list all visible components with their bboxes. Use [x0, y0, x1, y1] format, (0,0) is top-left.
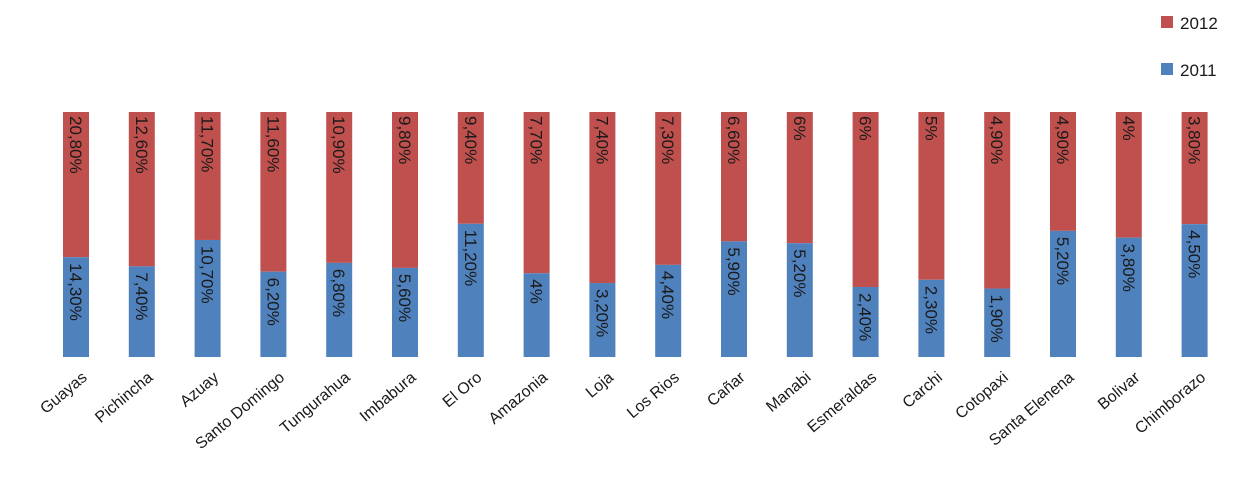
- bar-2012-cotopaxi: [984, 112, 1011, 289]
- data-label-2011-pichincha: 7,40%: [132, 272, 151, 320]
- legend-label-2011: 2011: [1180, 61, 1217, 80]
- bar-2011-guayas: [63, 257, 89, 357]
- bar-2012-carchi: [918, 112, 945, 280]
- data-label-2011-carchi: 2,30%: [921, 286, 940, 334]
- bar-2012-los-rios: [655, 112, 682, 265]
- data-label-2012-guayas: 20,80%: [66, 116, 85, 174]
- bar-2012-loja: [589, 112, 616, 284]
- data-label-2012-tungurahua: 10,90%: [329, 116, 348, 174]
- x-tick-label-los-rios: Los Rios: [624, 369, 683, 422]
- data-label-2011-esmeraldas: 2,40%: [856, 293, 875, 341]
- bars-layer: [63, 112, 1208, 357]
- bar-2011-loja: [589, 283, 616, 357]
- x-tick-label-loja: Loja: [583, 369, 617, 402]
- data-label-2011-manabi: 5,20%: [790, 249, 809, 297]
- legend-swatch-2012: [1161, 16, 1173, 28]
- bar-2011-pichincha: [128, 266, 155, 357]
- legend-label-2012: 2012: [1180, 14, 1218, 33]
- data-label-2011-amazonia: 4%: [527, 279, 546, 304]
- bar-labels-layer: 20,80% 14,30% 12,60% 7,40% 11,70% 10,70% 11,60…: [66, 116, 1204, 343]
- data-label-2011-tungurahua: 6,80%: [329, 269, 348, 317]
- x-tick-label-cotopaxi: Cotopaxi: [952, 369, 1011, 423]
- data-label-2012-canar: 6,60%: [724, 116, 743, 164]
- data-label-2011-los-rios: 4,40%: [658, 271, 677, 319]
- data-label-2012-bolivar: 4%: [1119, 116, 1138, 141]
- x-tick-label-manabi: Manabi: [763, 369, 814, 416]
- bar-2011-imbabura: [392, 267, 418, 357]
- x-tick-label-amazonia: Amazonia: [486, 369, 552, 428]
- x-tick-label-esmeraldas: Esmeraldas: [805, 369, 881, 436]
- x-tick-label-pichincha: Pichincha: [92, 369, 156, 427]
- x-tick-label-azuay: Azuay: [177, 369, 222, 411]
- bar-2012-guayas: [63, 112, 89, 258]
- data-label-2012-azuay: 11,70%: [198, 116, 217, 172]
- bar-2011-azuay: [194, 239, 221, 357]
- data-label-2012-carchi: 5%: [921, 116, 940, 141]
- data-label-2011-canar: 5,90%: [724, 247, 743, 295]
- data-label-2011-azuay: 10,70%: [198, 246, 217, 304]
- data-label-2012-manabi: 6%: [790, 116, 809, 141]
- bar-2012-el-oro: [457, 112, 484, 224]
- bar-2011-canar: [721, 241, 747, 357]
- bar-2012-pichincha: [128, 112, 155, 267]
- data-label-2011-santa-elenena: 5,20%: [1053, 237, 1072, 285]
- data-label-2011-el-oro: 11,20%: [461, 230, 480, 286]
- data-label-2011-loja: 3,20%: [592, 289, 611, 337]
- bar-2011-santa-elenena: [1050, 230, 1076, 357]
- x-tick-label-canar: Cañar: [704, 369, 749, 410]
- bar-2012-manabi: [786, 112, 813, 244]
- data-label-2012-el-oro: 9,40%: [461, 116, 480, 164]
- data-label-2012-amazonia: 7,70%: [527, 116, 546, 164]
- bar-2011-chimborazo: [1181, 224, 1208, 357]
- bar-2011-bolivar: [1115, 237, 1142, 357]
- data-label-2011-imbabura: 5,60%: [395, 274, 414, 322]
- bar-2012-bolivar: [1115, 112, 1142, 238]
- data-label-2012-santa-elenena: 4,90%: [1053, 116, 1072, 164]
- legend: 2012 2011: [1161, 14, 1218, 80]
- data-label-2011-santo-domingo: 6,20%: [263, 278, 282, 326]
- bar-2012-azuay: [194, 112, 221, 240]
- bar-2011-cotopaxi: [984, 288, 1011, 357]
- data-label-2012-imbabura: 9,80%: [395, 116, 414, 164]
- bar-2012-santa-elenena: [1050, 112, 1076, 231]
- x-tick-label-carchi: Carchi: [900, 369, 946, 412]
- bar-2012-imbabura: [392, 112, 418, 268]
- data-label-2011-bolivar: 3,80%: [1119, 244, 1138, 292]
- bar-2011-tungurahua: [326, 262, 353, 357]
- data-label-2012-pichincha: 12,60%: [132, 116, 151, 174]
- bar-2012-santo-domingo: [260, 112, 287, 272]
- data-label-2012-santo-domingo: 11,60%: [263, 116, 282, 172]
- bar-2012-amazonia: [523, 112, 550, 274]
- bar-2012-esmeraldas: [852, 112, 879, 287]
- bar-2011-esmeraldas: [852, 287, 879, 357]
- data-label-2011-chimborazo: 4,50%: [1185, 230, 1204, 278]
- bar-2011-amazonia: [523, 273, 550, 357]
- x-tick-label-chimborazo: Chimborazo: [1132, 369, 1209, 438]
- data-label-2011-guayas: 14,30%: [66, 263, 85, 321]
- x-tick-label-guayas: Guayas: [37, 369, 90, 417]
- bar-2012-canar: [721, 112, 747, 242]
- x-tick-label-el-oro: El Oro: [440, 369, 486, 411]
- bar-2011-manabi: [786, 243, 813, 357]
- bar-2012-chimborazo: [1181, 112, 1208, 225]
- data-label-2012-cotopaxi: 4,90%: [987, 116, 1006, 164]
- x-tick-label-imbabura: Imbabura: [357, 369, 420, 426]
- bar-2011-santo-domingo: [260, 271, 287, 357]
- data-label-2012-loja: 7,40%: [592, 116, 611, 164]
- bar-2011-el-oro: [457, 223, 484, 357]
- bar-2011-carchi: [918, 279, 945, 357]
- data-label-2012-chimborazo: 3,80%: [1185, 116, 1204, 164]
- x-tick-label-bolivar: Bolivar: [1095, 369, 1144, 414]
- bar-2012-tungurahua: [326, 112, 353, 263]
- x-tick-label-tungurahua: Tungurahua: [277, 369, 354, 437]
- data-label-2011-cotopaxi: 1,90%: [987, 295, 1006, 343]
- data-label-2012-los-rios: 7,30%: [658, 116, 677, 164]
- data-label-2012-esmeraldas: 6%: [856, 116, 875, 141]
- bar-2011-los-rios: [655, 264, 682, 357]
- legend-swatch-2011: [1161, 63, 1173, 75]
